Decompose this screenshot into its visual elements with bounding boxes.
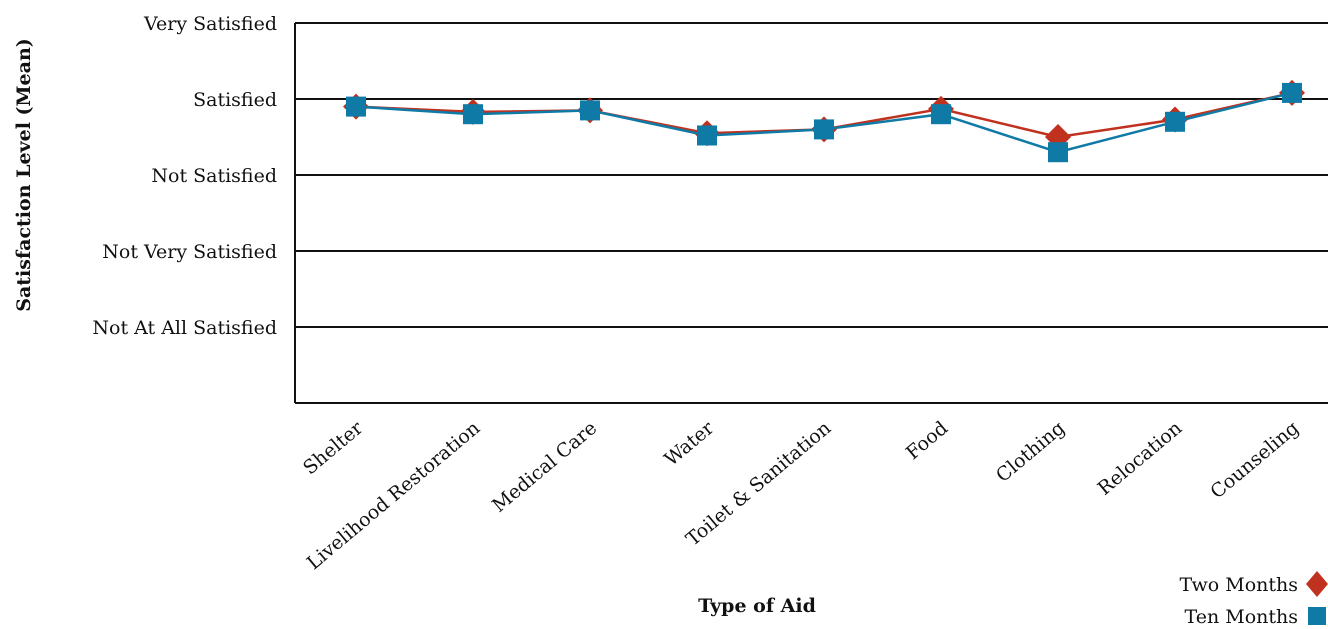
x-tick-label: Water [660,416,719,470]
series-group [343,79,1305,163]
axes [294,23,1328,404]
y-tick-label: Very Satisfied [143,13,277,35]
legend: Two Months Ten Months [1180,571,1328,628]
legend-label: Two Months [1180,574,1299,596]
y-tick-label: Not Satisfied [151,165,277,187]
data-point-square [346,96,366,117]
data-point-square [1282,82,1302,103]
x-axis-title: Type of Aid [698,595,816,617]
data-point-square [697,125,717,146]
data-point-square [931,104,951,125]
legend-square-icon [1308,607,1326,625]
data-point-square [814,119,834,140]
y-axis-title: Satisfaction Level (Mean) [13,38,35,312]
legend-label: Ten Months [1185,606,1298,628]
y-tick-label: Not Very Satisfied [102,241,277,263]
data-point-square [463,104,483,125]
x-tick-label: Counseling [1206,417,1303,503]
y-tick-labels: Not At All Satisfied Not Very Satisfied No… [92,13,277,339]
x-tick-label: Shelter [299,416,368,479]
data-point-square [580,100,600,121]
grid-lines [295,22,1328,328]
x-tick-label: Relocation [1094,417,1187,500]
x-tick-label: Food [902,417,952,464]
series-ten-months [346,82,1302,163]
data-point-square [1048,142,1068,163]
y-tick-label: Satisfied [193,89,277,111]
x-tick-label: Medical Care [488,417,601,517]
data-point-square [1165,111,1185,132]
legend-diamond-icon [1306,571,1328,597]
y-tick-label: Not At All Satisfied [92,317,277,339]
x-tick-label: Clothing [992,417,1069,487]
